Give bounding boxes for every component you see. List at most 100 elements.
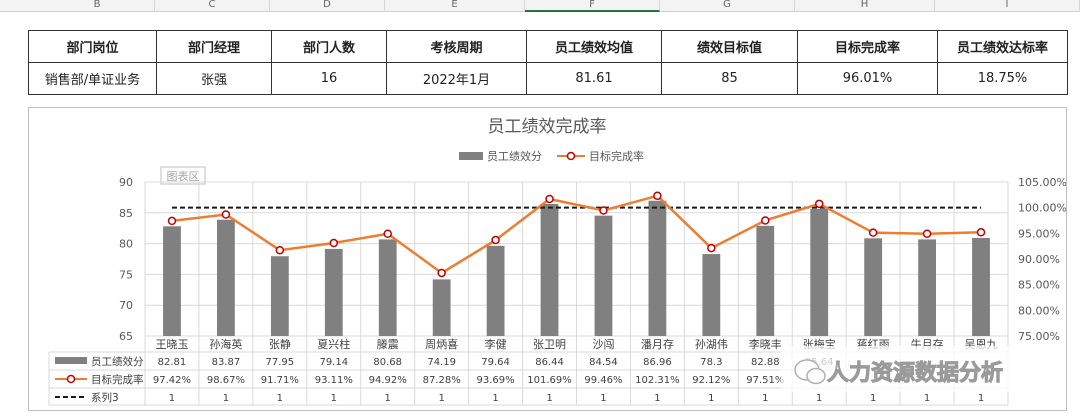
right-axis-tick-label: 80.00% — [1018, 304, 1060, 317]
left-axis-tick-label: 65 — [119, 330, 133, 343]
data-table-value: 1 — [385, 393, 391, 404]
value-cell[interactable]: 销售部/单证业务 — [28, 62, 157, 95]
right-axis-tick-label: 100.00% — [1018, 202, 1066, 215]
category-label: 夏兴柱 — [317, 337, 350, 351]
bar — [648, 200, 667, 336]
header-cell[interactable]: 员工绩效均值 — [526, 30, 662, 63]
left-axis-tick-label: 75 — [119, 268, 133, 281]
value-cell[interactable]: 张强 — [156, 62, 272, 95]
data-table-value: 1 — [492, 393, 498, 404]
data-table-value: 79.14 — [319, 357, 348, 368]
value-cell[interactable]: 96.01% — [797, 62, 938, 95]
value-cell[interactable]: 2022年1月 — [386, 62, 527, 95]
data-table-value: 1 — [762, 393, 768, 404]
value-cell[interactable]: 81.61 — [526, 62, 662, 95]
data-table-value: 80.68 — [373, 357, 402, 368]
data-table-value: 86.44 — [535, 357, 564, 368]
chart-area[interactable]: 员工绩效完成率 员工绩效分 目标完成率 图表区 65 70 75 80 85 90 75.00% 80… — [28, 107, 1067, 411]
bar — [540, 203, 559, 336]
bar — [432, 279, 451, 336]
column-header[interactable]: C — [155, 0, 270, 12]
right-axis-tick-label: 75.00% — [1018, 330, 1060, 343]
bar — [324, 248, 343, 336]
value-cell[interactable]: 18.75% — [937, 62, 1068, 95]
data-table-value: 1 — [277, 393, 283, 404]
category-label: 李晓丰 — [749, 337, 782, 351]
data-table-value: 101.69% — [527, 375, 572, 386]
right-axis-tick-label: 90.00% — [1018, 253, 1060, 266]
category-label: 孙海英 — [209, 337, 242, 351]
data-table-value: 1 — [223, 393, 229, 404]
column-header[interactable]: I — [935, 0, 1080, 12]
table-row-label: 目标完成率 — [91, 373, 144, 386]
line-point — [599, 206, 608, 215]
chart-area-tag-label: 图表区 — [167, 169, 200, 183]
table-legend-bar-swatch — [55, 357, 87, 364]
column-header[interactable]: E — [385, 0, 525, 12]
data-table-value: 74.19 — [427, 357, 456, 368]
data-table-value: 1 — [870, 393, 876, 404]
value-cell[interactable]: 85 — [661, 62, 798, 95]
data-table-value: 1 — [438, 393, 444, 404]
left-axis-tick-label: 90 — [119, 176, 133, 189]
category-label: 沙闯 — [592, 337, 614, 351]
right-axis-tick-label: 95.00% — [1018, 227, 1060, 240]
data-table-value: 102.31% — [635, 375, 680, 386]
watermark-backdrop — [781, 346, 1066, 392]
table-row-label: 员工绩效分 — [91, 355, 144, 368]
header-cell[interactable]: 部门经理 — [156, 30, 272, 63]
category-label: 王晓玉 — [155, 338, 188, 351]
bar — [864, 238, 883, 336]
line-point — [707, 243, 716, 253]
data-table-value: 97.42% — [153, 375, 191, 386]
line-point — [491, 235, 500, 245]
data-table-value: 1 — [708, 393, 714, 404]
category-label: 孙湖伟 — [695, 338, 728, 351]
summary-table: 部门岗位 部门经理 部门人数 考核周期 员工绩效均值 绩效目标值 目标完成率 员… — [28, 30, 1068, 95]
header-cell[interactable]: 部门岗位 — [28, 30, 157, 63]
data-table-value: 82.88 — [751, 357, 780, 368]
column-header[interactable]: H — [795, 0, 935, 12]
right-axis-tick-label: 85.00% — [1018, 279, 1060, 292]
category-label: 周炳喜 — [425, 338, 458, 351]
table-row-label: 系列3 — [91, 391, 119, 404]
line-point — [545, 194, 554, 204]
wechat-icon-bubble — [806, 367, 826, 385]
line-point — [814, 199, 824, 209]
data-table-value: 94.92% — [369, 375, 407, 386]
category-label: 李健 — [485, 337, 507, 351]
header-cell[interactable]: 目标完成率 — [797, 30, 938, 63]
data-table-value: 97.51% — [746, 375, 784, 386]
header-cell[interactable]: 部门人数 — [271, 30, 387, 63]
column-header[interactable]: F — [525, 0, 660, 12]
bar — [810, 208, 829, 336]
column-header[interactable]: D — [270, 0, 385, 12]
data-table-value: 92.12% — [692, 375, 730, 386]
table-legend-line-marker — [66, 374, 76, 384]
legend-bar-swatch — [459, 152, 483, 160]
data-table-value: 82.81 — [158, 357, 187, 368]
completion-rate-line — [171, 194, 982, 275]
line-point — [221, 210, 231, 219]
bar — [702, 254, 721, 336]
header-cell[interactable]: 绩效目标值 — [661, 30, 798, 63]
left-axis-tick-label: 70 — [119, 299, 133, 312]
header-cell[interactable]: 员工绩效达标率 — [937, 30, 1068, 63]
data-table-value: 93.69% — [477, 375, 515, 386]
header-cell[interactable]: 考核周期 — [386, 30, 527, 63]
data-table-value: 99.46% — [584, 375, 622, 386]
line-point — [437, 268, 446, 278]
column-header[interactable]: G — [660, 0, 795, 12]
value-cell[interactable]: 16 — [271, 62, 387, 95]
category-label: 张卫明 — [533, 338, 566, 351]
chart-title: 员工绩效完成率 — [488, 117, 607, 137]
data-table-value: 84.54 — [589, 357, 618, 368]
watermark-text: 人力资源数据分析 — [827, 360, 1003, 386]
summary-value-row: 销售部/单证业务 张强 16 2022年1月 81.61 85 96.01% 1… — [28, 62, 1068, 95]
data-table-value: 1 — [816, 393, 822, 404]
summary-header-row: 部门岗位 部门经理 部门人数 考核周期 员工绩效均值 绩效目标值 目标完成率 员… — [28, 30, 1068, 63]
line-point — [329, 238, 339, 248]
data-table-value: 1 — [546, 393, 552, 404]
column-header[interactable]: B — [40, 0, 155, 12]
line-point — [976, 228, 986, 237]
